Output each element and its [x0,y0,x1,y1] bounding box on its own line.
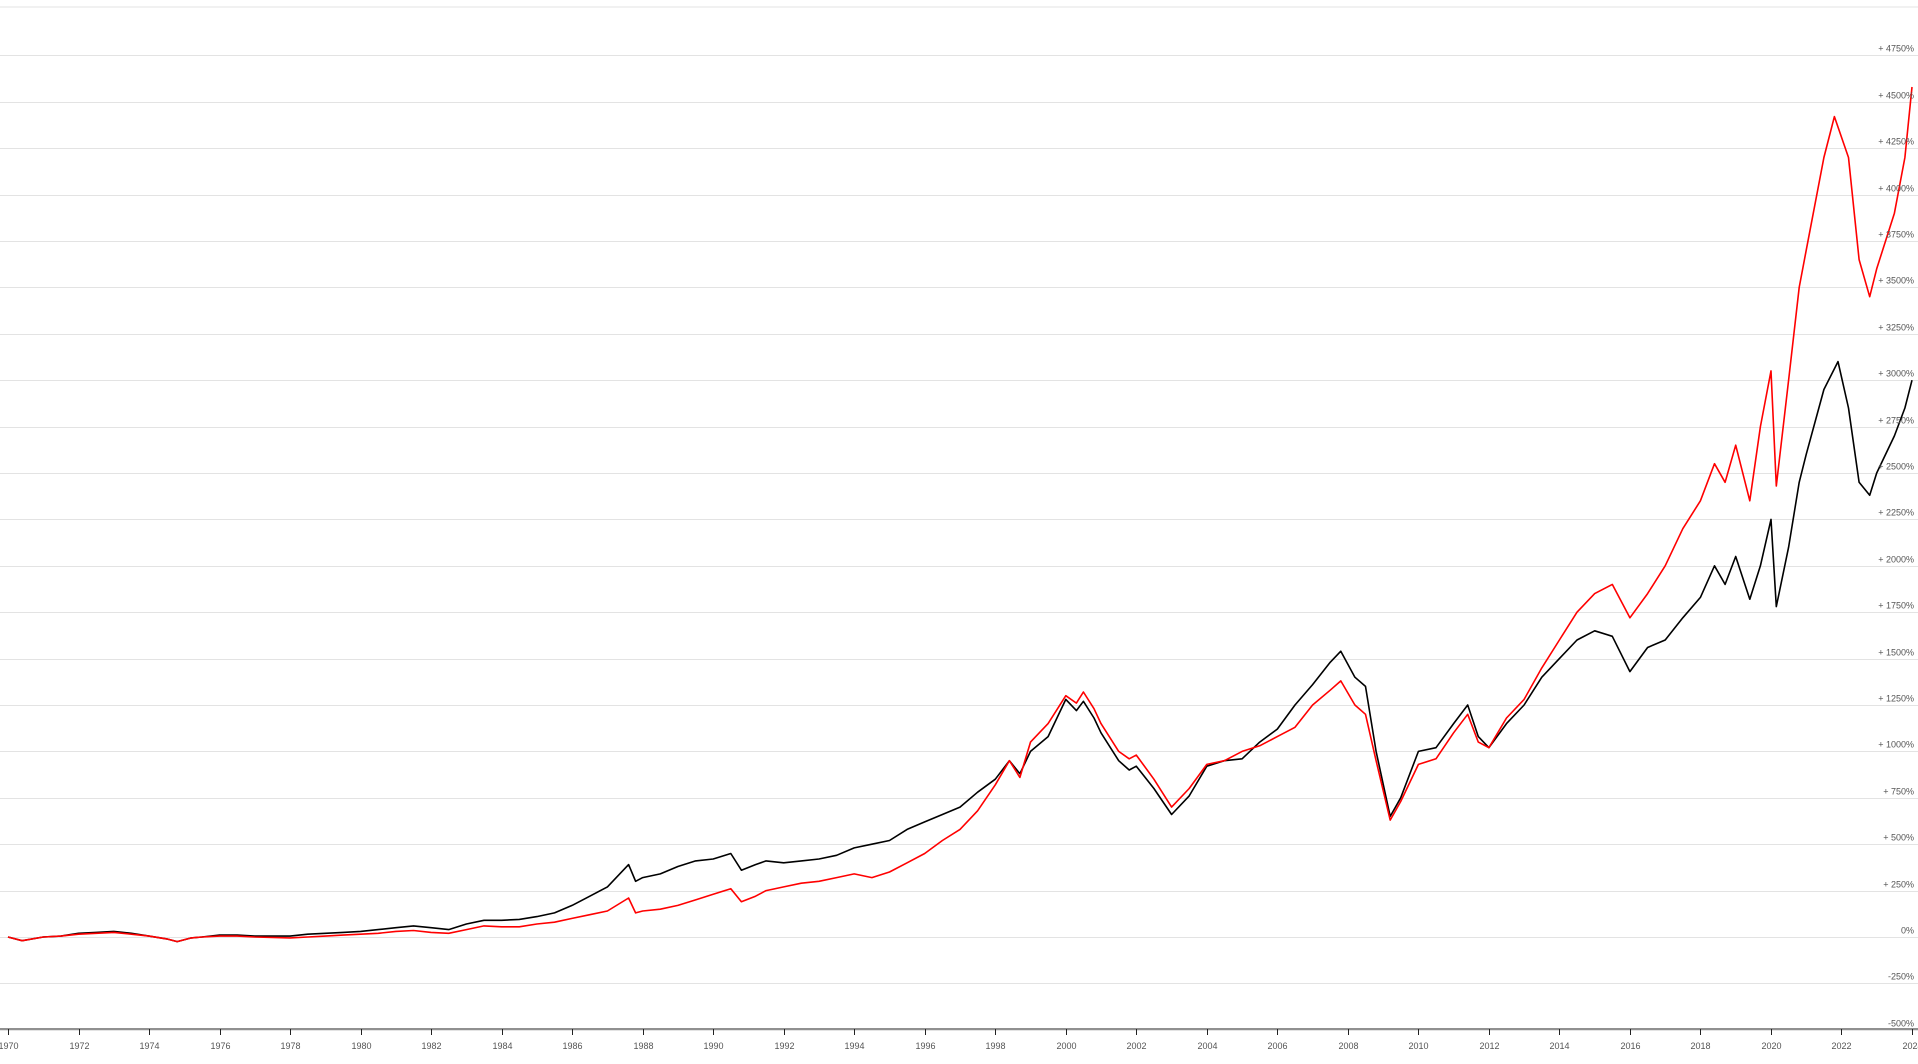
y-tick-label: + 250% [1883,880,1914,890]
x-tick-label: 1996 [915,1041,935,1051]
x-tick-label: 2008 [1338,1041,1358,1051]
x-tick-label: 2012 [1479,1041,1499,1051]
y-tick-label: + 3750% [1878,230,1914,240]
x-tick-label: 2010 [1408,1041,1428,1051]
x-tick-label: 2016 [1620,1041,1640,1051]
y-tick-label: + 1500% [1878,648,1914,658]
x-tick-label: 2022 [1831,1041,1851,1051]
y-tick-label: + 4250% [1878,137,1914,147]
y-tick-label: + 4750% [1878,44,1914,54]
series-line-1 [7,360,1913,943]
x-tick-label: 2024 [1902,1041,1918,1051]
x-tick-label: 1974 [139,1041,159,1051]
y-axis-labels: -500% -250% 0% + 250% + 500% + 750% + 1000% + 1… [1878,44,1914,1029]
y-tick-label: + 3250% [1878,323,1914,333]
y-tick-label: + 1750% [1878,601,1914,611]
y-tick-label: -500% [1888,1019,1914,1029]
x-tick-label: 1972 [69,1041,89,1051]
x-tick-label: 1980 [351,1041,371,1051]
x-tick-label: 1998 [985,1041,1005,1051]
x-tick-label: 2006 [1267,1041,1287,1051]
x-tick-label: 1984 [492,1041,512,1051]
y-tick-label: + 750% [1883,787,1914,797]
y-tick-label: + 4000% [1878,184,1914,194]
series-lines [7,86,1913,943]
x-tick-label: 1994 [844,1041,864,1051]
x-tick-label: 1990 [703,1041,723,1051]
y-tick-label: + 3500% [1878,276,1914,286]
y-tick-label: + 2500% [1878,462,1914,472]
series-line-2 [7,86,1913,943]
x-axis: 1970 1972 1974 1976 1978 1980 1982 1984 1986 1988… [0,1028,1918,1051]
y-tick-label: + 2250% [1878,508,1914,518]
x-tick-label: 1970 [0,1041,19,1051]
x-tick-label: 1982 [421,1041,441,1051]
x-tick-label: 2004 [1197,1041,1217,1051]
x-tick-label: 1986 [562,1041,582,1051]
gridlines [0,6,1918,1031]
x-tick-label: 1978 [280,1041,300,1051]
x-tick-label: 1976 [210,1041,230,1051]
x-tick-label: 2020 [1761,1041,1781,1051]
x-tick-label: 2014 [1549,1041,1569,1051]
x-tick-label: 2018 [1690,1041,1710,1051]
y-tick-label: + 500% [1883,833,1914,843]
y-tick-label: + 4500% [1878,91,1914,101]
y-tick-label: + 1250% [1878,694,1914,704]
x-tick-label: 1988 [633,1041,653,1051]
y-tick-label: + 2000% [1878,555,1914,565]
y-tick-label: + 2750% [1878,416,1914,426]
y-tick-label: + 3000% [1878,369,1914,379]
y-tick-label: -250% [1888,972,1914,982]
x-tick-label: 2000 [1056,1041,1076,1051]
y-tick-label: + 1000% [1878,740,1914,750]
y-tick-label: 0% [1901,926,1914,936]
x-tick-label: 2002 [1126,1041,1146,1051]
x-tick-label: 1992 [774,1041,794,1051]
